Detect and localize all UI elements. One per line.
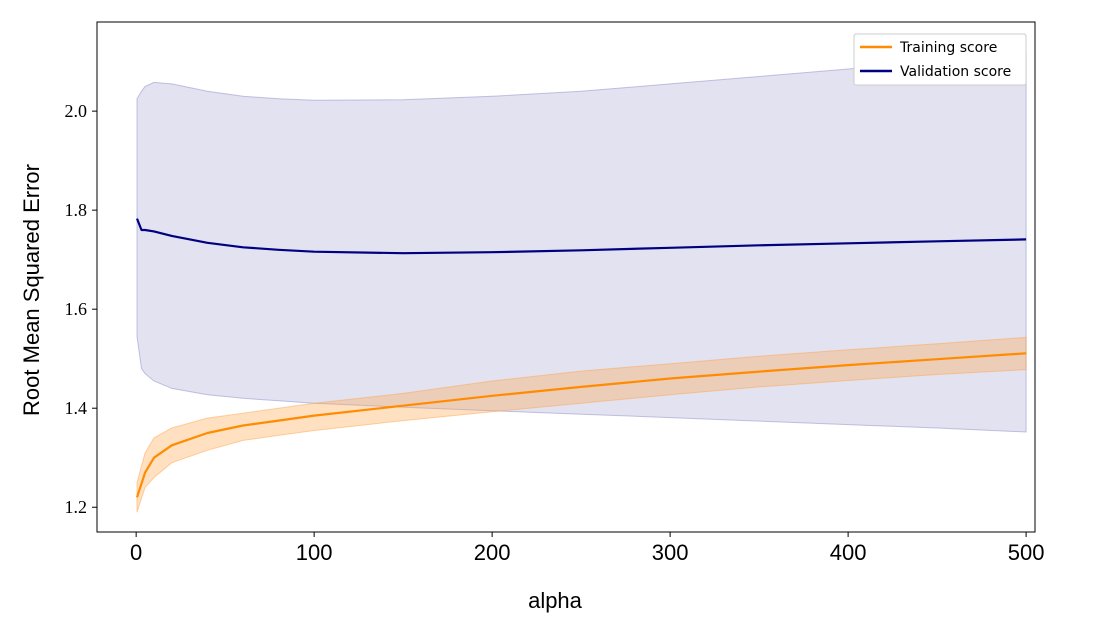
legend: Training score Validation score (853, 33, 1027, 86)
x-tick-label: 300 (652, 540, 689, 565)
y-axis-label: Root Mean Squared Error (19, 164, 44, 416)
validation-score-band (136, 53, 1027, 433)
legend-training-label: Training score (899, 40, 997, 56)
legend-validation-label: Validation score (900, 64, 1011, 80)
confidence-bands (136, 53, 1027, 513)
x-tick-label: 500 (1008, 540, 1045, 565)
y-tick-label: 1.8 (65, 200, 88, 220)
validation-score-line (135, 218, 1027, 255)
x-tick-label: 200 (474, 540, 511, 565)
y-tick-label: 1.2 (65, 497, 88, 517)
y-tick-label: 2.0 (65, 101, 88, 121)
x-tick-label: 0 (130, 540, 142, 565)
training-score-band (136, 336, 1027, 513)
legend-box (853, 33, 1027, 86)
y-tick-label: 1.6 (65, 299, 88, 319)
x-axis-ticks: 0 100 200 300 400 500 (130, 532, 1044, 565)
x-axis-label: alpha (528, 588, 583, 613)
x-tick-label: 400 (830, 540, 867, 565)
x-tick-label: 100 (296, 540, 333, 565)
training-score-line (135, 352, 1027, 498)
y-tick-label: 1.4 (65, 398, 88, 418)
score-lines (135, 218, 1027, 498)
y-axis-ticks: 1.2 1.4 1.6 1.8 2.0 (65, 101, 97, 517)
plot-area-frame (96, 21, 1036, 533)
